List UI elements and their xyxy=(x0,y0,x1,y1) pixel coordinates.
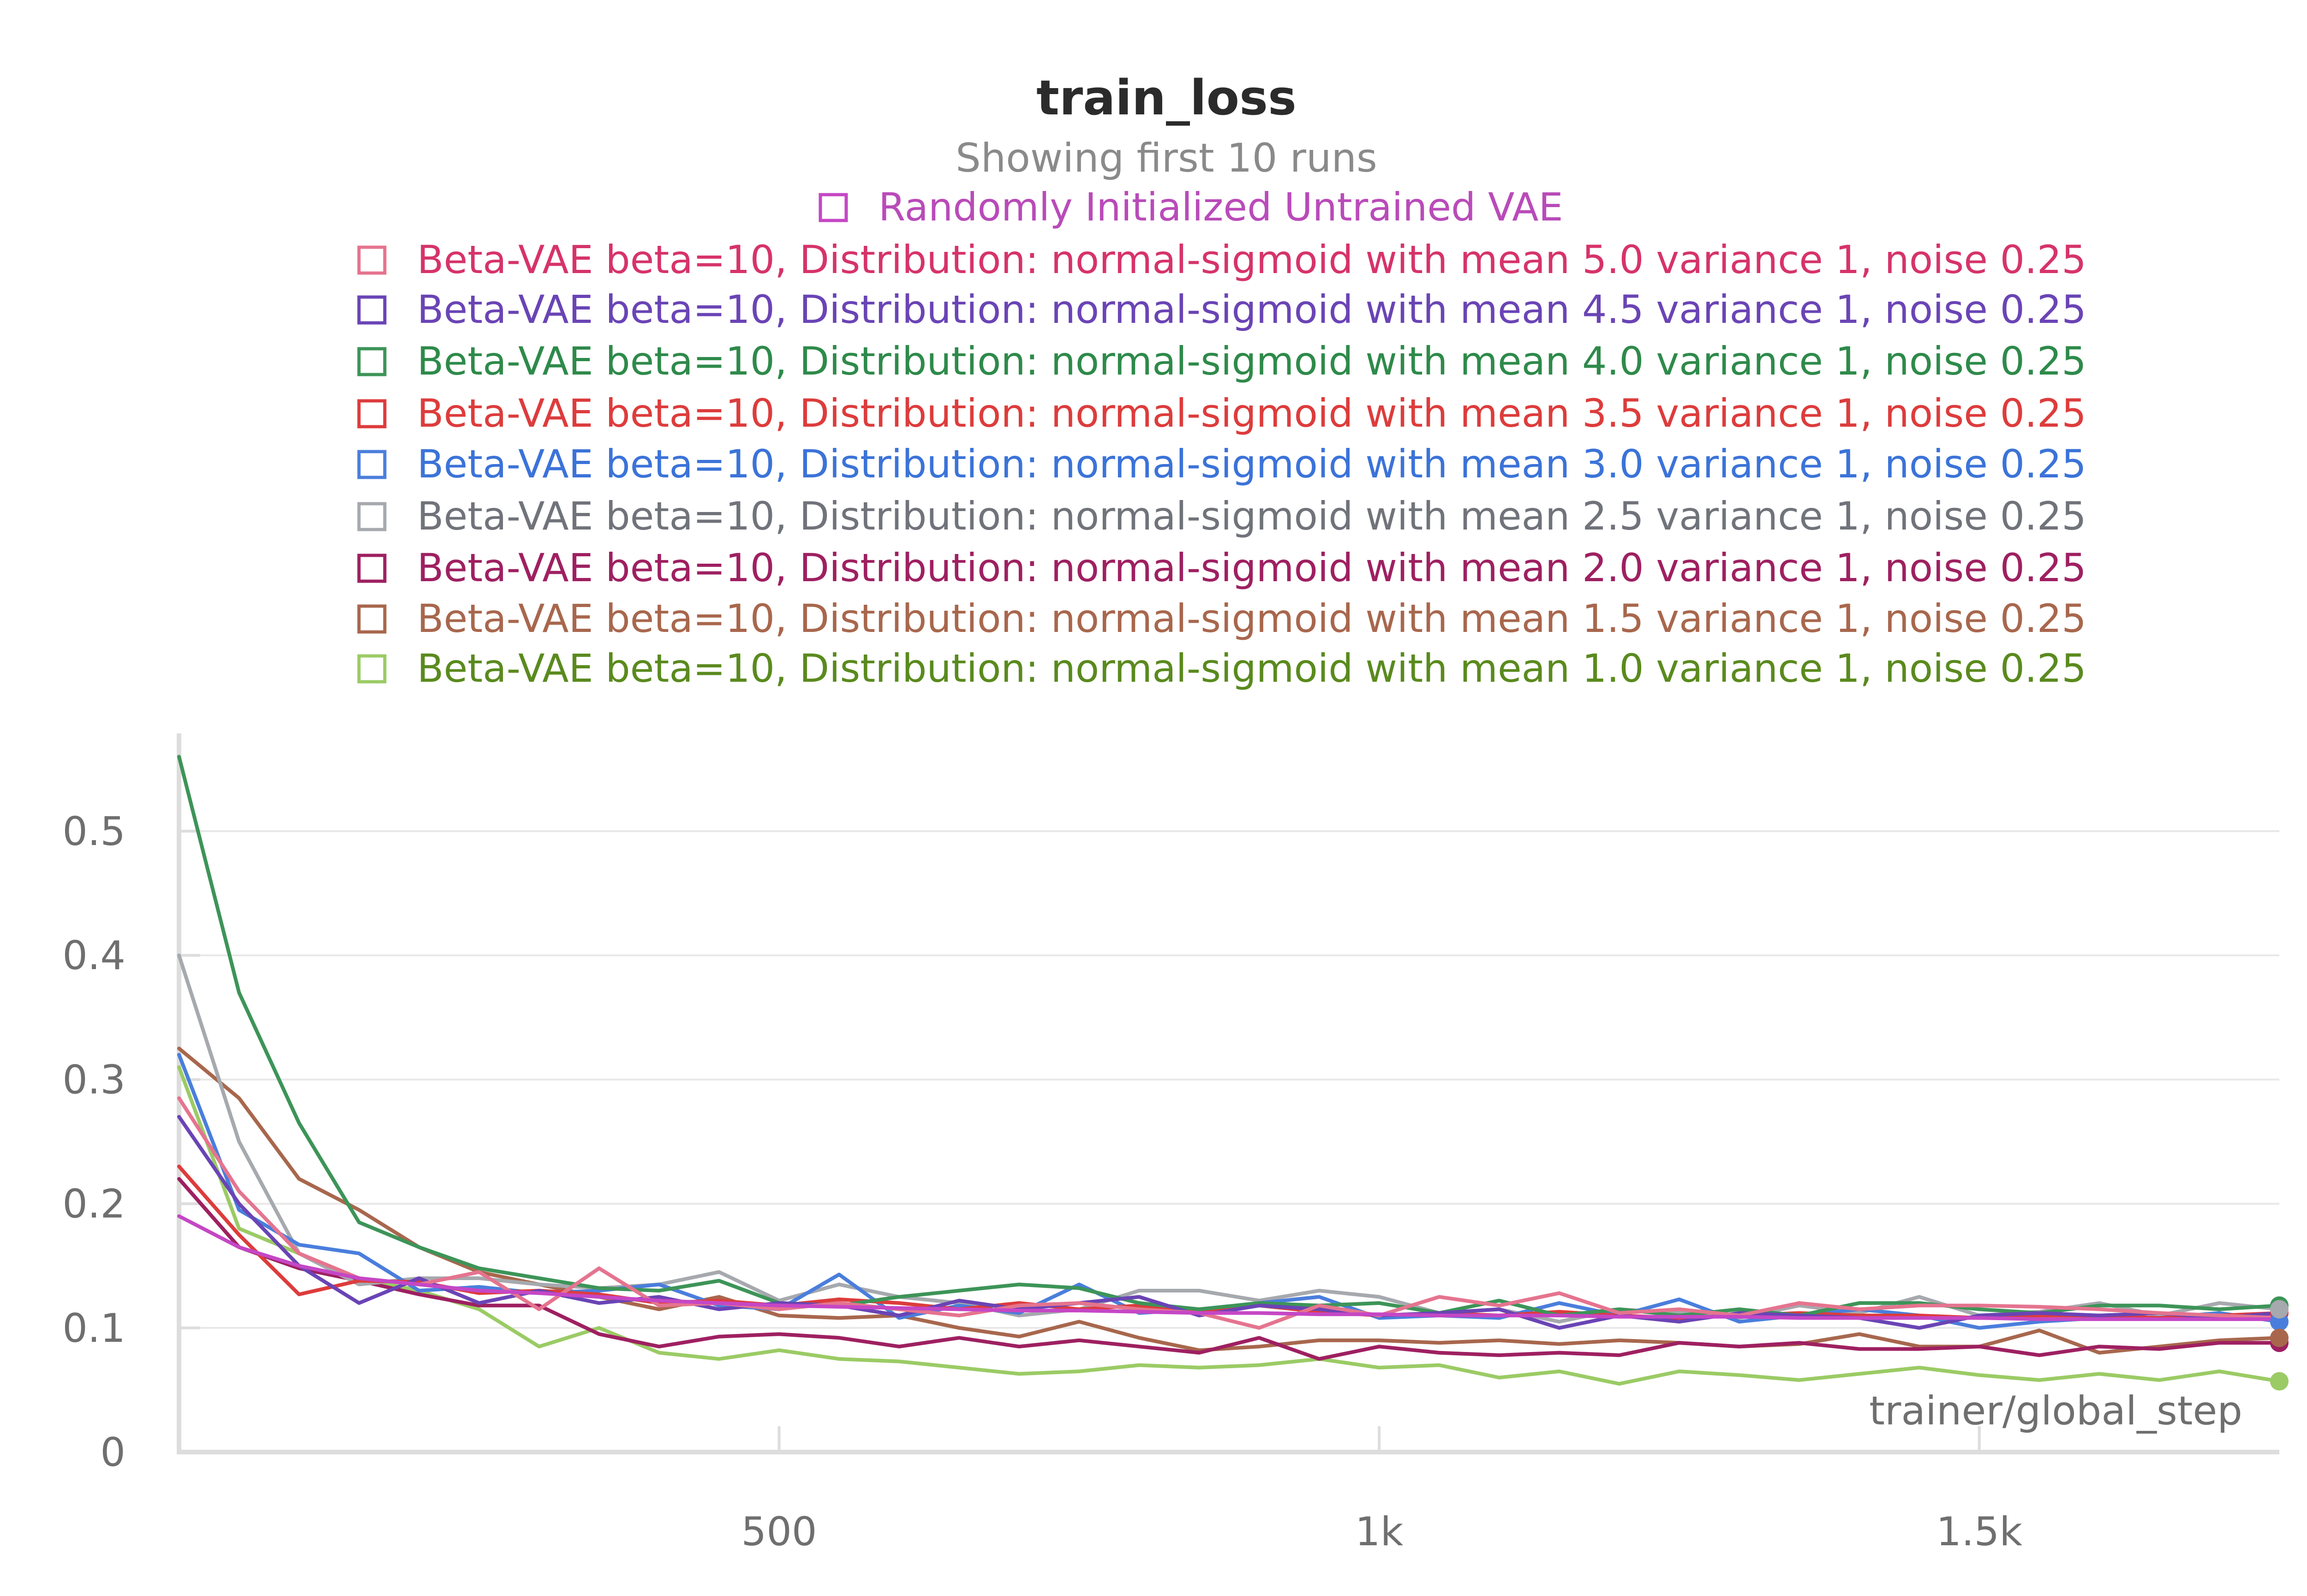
series-line-7[interactable] xyxy=(177,1177,2281,1361)
x-tick-label: 1.5k xyxy=(1936,1509,2022,1555)
legend-swatch xyxy=(357,654,387,684)
legend-item-1[interactable]: Beta-VAE beta=10, Distribution: normal-s… xyxy=(357,237,2086,282)
series-line-6[interactable] xyxy=(177,953,2281,1324)
x-tick-label: 500 xyxy=(741,1509,817,1555)
legend-item-2[interactable]: Beta-VAE beta=10, Distribution: normal-s… xyxy=(357,287,2086,332)
series-line-0[interactable] xyxy=(177,1214,2281,1321)
legend-swatch xyxy=(357,502,387,531)
y-tick-label: 0.5 xyxy=(62,809,126,855)
y-tick-label: 0.1 xyxy=(62,1305,126,1352)
legend-label: Beta-VAE beta=10, Distribution: normal-s… xyxy=(417,391,2086,436)
y-tick-labels: 0 0.1 0.2 0.3 0.4 0.5 xyxy=(62,809,126,1476)
legend-item-8[interactable]: Beta-VAE beta=10, Distribution: normal-s… xyxy=(357,596,2086,641)
legend-swatch xyxy=(357,554,387,583)
series-end-point-9 xyxy=(2270,1372,2289,1391)
legend-label: Beta-VAE beta=10, Distribution: normal-s… xyxy=(417,237,2086,282)
chart-subtitle: Showing first 10 runs xyxy=(956,135,1377,181)
legend-item-5[interactable]: Beta-VAE beta=10, Distribution: normal-s… xyxy=(357,441,2086,487)
series-end-point-6 xyxy=(2270,1300,2289,1319)
legend-swatch xyxy=(357,399,387,429)
series-line-3[interactable] xyxy=(177,755,2281,1317)
legend-swatch xyxy=(819,193,848,222)
legend-swatch xyxy=(357,604,387,634)
legend-label: Randomly Initialized Untrained VAE xyxy=(879,185,1563,230)
x-tick-label: 1k xyxy=(1355,1509,1404,1555)
legend-item-7[interactable]: Beta-VAE beta=10, Distribution: normal-s… xyxy=(357,545,2086,590)
series-line-5[interactable] xyxy=(177,1053,2281,1330)
legend-swatch xyxy=(357,450,387,479)
y-tick-label: 0.4 xyxy=(62,933,126,979)
legend-item-3[interactable]: Beta-VAE beta=10, Distribution: normal-s… xyxy=(357,339,2086,384)
legend-item-9[interactable]: Beta-VAE beta=10, Distribution: normal-s… xyxy=(357,646,2086,691)
legend-item-6[interactable]: Beta-VAE beta=10, Distribution: normal-s… xyxy=(357,494,2086,539)
legend-label: Beta-VAE beta=10, Distribution: normal-s… xyxy=(417,287,2086,332)
legend-label: Beta-VAE beta=10, Distribution: normal-s… xyxy=(417,441,2086,487)
legend-label: Beta-VAE beta=10, Distribution: normal-s… xyxy=(417,646,2086,691)
y-tick-label: 0 xyxy=(100,1429,126,1476)
series-line-9[interactable] xyxy=(177,1065,2281,1386)
legend-swatch xyxy=(357,347,387,376)
legend-label: Beta-VAE beta=10, Distribution: normal-s… xyxy=(417,596,2086,641)
series-line-1[interactable] xyxy=(177,1096,2281,1330)
series-lines[interactable] xyxy=(177,755,2281,1386)
chart-title: train_loss xyxy=(1036,70,1297,126)
series-end-points xyxy=(2270,1296,2289,1391)
legend-swatch xyxy=(357,245,387,275)
legend-label: Beta-VAE beta=10, Distribution: normal-s… xyxy=(417,339,2086,384)
y-tick-label: 0.3 xyxy=(62,1057,126,1103)
legend-label: Beta-VAE beta=10, Distribution: normal-s… xyxy=(417,545,2086,590)
legend[interactable]: Randomly Initialized Untrained VAE Beta-V… xyxy=(357,185,2086,691)
series-end-point-8 xyxy=(2270,1328,2289,1347)
legend-item-0[interactable]: Randomly Initialized Untrained VAE xyxy=(819,185,1563,230)
legend-label: Beta-VAE beta=10, Distribution: normal-s… xyxy=(417,494,2086,539)
legend-swatch xyxy=(357,295,387,325)
y-tick-label: 0.2 xyxy=(62,1181,126,1227)
x-tick-labels: 500 1k 1.5k xyxy=(741,1509,2022,1555)
gridlines xyxy=(179,830,2279,1329)
x-axis-label: trainer/global_step xyxy=(1869,1388,2242,1434)
legend-item-4[interactable]: Beta-VAE beta=10, Distribution: normal-s… xyxy=(357,391,2086,436)
axes xyxy=(177,733,2279,1454)
